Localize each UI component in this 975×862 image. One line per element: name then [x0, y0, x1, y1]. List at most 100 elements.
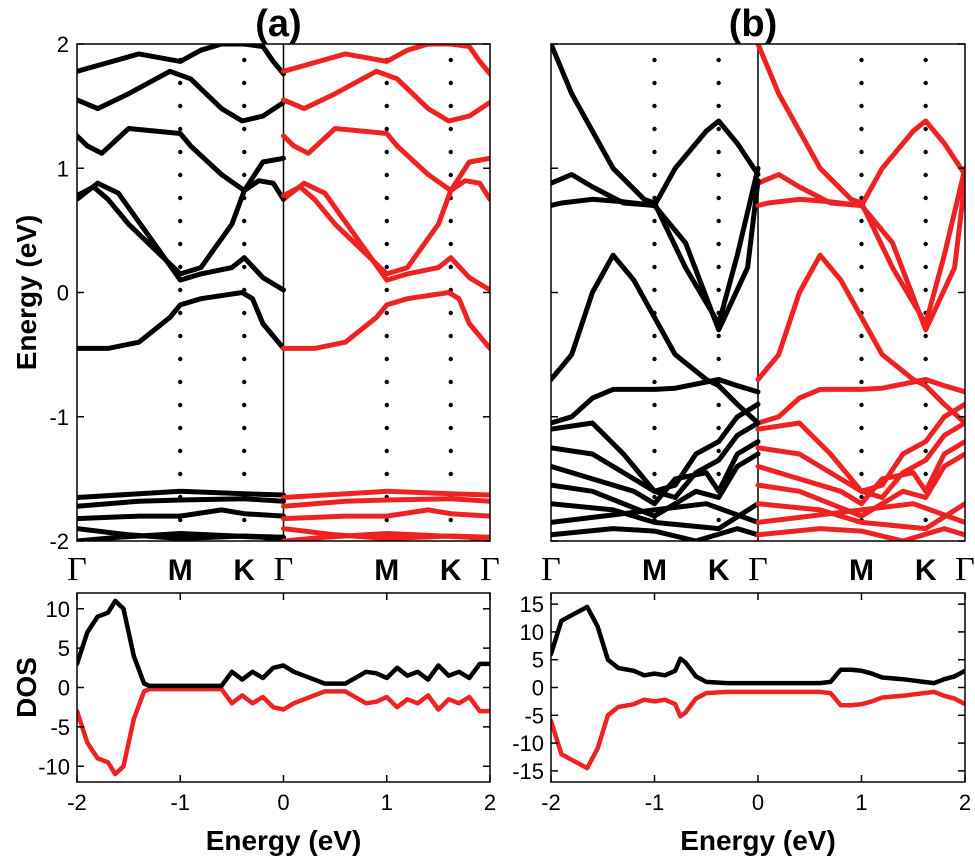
kpoint-dot	[448, 126, 453, 132]
dos-xtick-label: -2	[541, 790, 561, 815]
kpoint-dot	[178, 126, 183, 132]
kpoint-dot	[384, 356, 389, 362]
kpoint-dot	[652, 333, 657, 339]
band-spin-down	[281, 44, 490, 77]
kpoint-dot	[652, 356, 657, 362]
kpoint-dot	[242, 471, 247, 477]
band-spin-up	[551, 501, 761, 525]
band-spin-up	[77, 496, 286, 509]
dos-xtick-label: 2	[959, 790, 971, 815]
dos-ytick-label: 0	[532, 676, 544, 701]
kpoint-dot	[384, 172, 389, 178]
dos-xtick-label: 0	[277, 790, 289, 815]
kpoint-dot	[859, 471, 864, 477]
kpoint-dot	[923, 356, 928, 362]
kpoint-dot	[242, 57, 247, 63]
dos-xtick-label: 0	[752, 790, 764, 815]
band-spin-down	[281, 178, 490, 277]
band-ytick-label: 1	[57, 156, 69, 181]
kpoint-dot	[923, 195, 928, 201]
band-spin-down	[281, 126, 490, 194]
kpoint-dot	[652, 80, 657, 86]
kpoint-dot	[859, 333, 864, 339]
kpoint-dot	[178, 425, 183, 431]
kpoint-dot	[448, 471, 453, 477]
kpoint-label: Γ	[955, 551, 975, 588]
dos-ytick-label: -10	[512, 731, 544, 756]
band-spin-up	[77, 126, 286, 194]
kpoint-dot	[652, 379, 657, 385]
dos-ytick-label: 5	[58, 636, 70, 661]
band-spin-up	[77, 531, 286, 541]
kpoint-dot	[178, 287, 183, 293]
kpoint-dot	[923, 471, 928, 477]
band-spin-down	[281, 507, 490, 522]
dos-ylabel: DOS	[11, 657, 42, 718]
kpoint-dot	[859, 241, 864, 247]
dos-xtick-label: 1	[855, 790, 867, 815]
kpoint-dot	[178, 402, 183, 408]
kpoint-dot	[859, 448, 864, 454]
kpoint-dot	[923, 149, 928, 155]
band-spin-up	[551, 526, 761, 541]
kpoint-dot	[448, 241, 453, 247]
kpoint-dot	[923, 80, 928, 86]
kpoint-dot	[923, 287, 928, 293]
dos-xtick-label: -1	[170, 790, 190, 815]
band-spin-down	[281, 68, 490, 124]
band-ylabel: Energy (eV)	[11, 215, 42, 371]
kpoint-dot	[448, 264, 453, 270]
band-spin-down	[281, 488, 490, 500]
kpoint-dot	[859, 57, 864, 63]
kpoint-dot	[448, 57, 453, 63]
kpoint-dot	[448, 80, 453, 86]
kpoint-dot	[859, 402, 864, 408]
band-spin-up	[77, 68, 286, 124]
kpoint-dot	[242, 126, 247, 132]
dos-ytick-label: -10	[38, 754, 70, 779]
dos-ytick-label: 5	[532, 648, 544, 673]
kpoint-dot	[652, 103, 657, 109]
panel-label: (b)	[729, 3, 778, 45]
kpoint-dot	[859, 264, 864, 270]
kpoint-dot	[448, 425, 453, 431]
band-spin-up	[551, 252, 761, 426]
dos-ytick-label: 10	[46, 597, 70, 622]
kpoint-dot	[716, 218, 721, 224]
kpoint-dot	[384, 448, 389, 454]
kpoint-dot	[242, 448, 247, 454]
kpoint-dot	[384, 80, 389, 86]
dos-xtick-label: -2	[67, 790, 87, 815]
kpoint-dot	[652, 402, 657, 408]
kpoint-dot	[384, 103, 389, 109]
band-spin-down	[281, 180, 490, 293]
kpoint-dot	[716, 57, 721, 63]
dos-spin-up	[77, 598, 490, 689]
dos-frame	[550, 592, 966, 783]
kpoint-dot	[384, 195, 389, 201]
kpoint-dot	[859, 103, 864, 109]
kpoint-dot	[859, 126, 864, 132]
kpoint-label: K	[708, 554, 730, 587]
kpoint-dot	[178, 310, 183, 316]
kpoint-dot	[923, 425, 928, 431]
kpoint-dot	[448, 356, 453, 362]
kpoint-dot	[178, 172, 183, 178]
kpoint-dot	[178, 149, 183, 155]
band-spin-down	[755, 44, 965, 327]
band-spin-down	[755, 420, 965, 500]
kpoint-label: M	[374, 554, 399, 587]
panel-label: (a)	[255, 3, 301, 45]
dos-xtick-label: 2	[484, 790, 496, 815]
kpoint-dot	[448, 310, 453, 316]
dos-ytick-label: -15	[512, 759, 544, 784]
kpoint-label: M	[168, 554, 193, 587]
dos-xtick-label: 1	[381, 790, 393, 815]
kpoint-dot	[716, 103, 721, 109]
dos-xlabel: Energy (eV)	[206, 825, 362, 856]
kpoint-dot	[923, 172, 928, 178]
dos-ytick-label: -5	[524, 703, 544, 728]
kpoint-dot	[178, 471, 183, 477]
kpoint-dot	[652, 448, 657, 454]
